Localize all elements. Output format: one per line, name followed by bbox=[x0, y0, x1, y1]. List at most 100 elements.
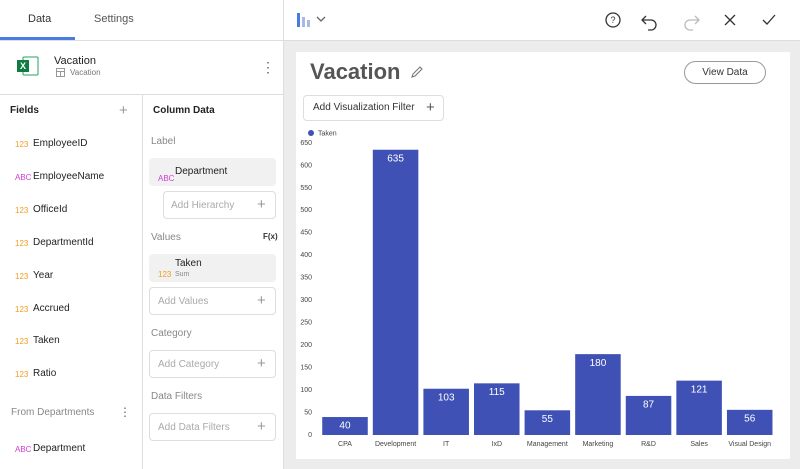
add-field[interactable]: + bbox=[119, 102, 128, 119]
divider bbox=[0, 94, 283, 95]
type-badge: ABC bbox=[158, 169, 174, 185]
table-icon bbox=[56, 68, 65, 77]
field-type: ABC bbox=[15, 172, 32, 182]
chart-type-picker[interactable] bbox=[295, 10, 335, 30]
redo-icon[interactable] bbox=[684, 15, 700, 31]
field-name: DepartmentId bbox=[33, 236, 94, 248]
bar bbox=[372, 149, 419, 435]
bar bbox=[726, 409, 773, 435]
excel-icon: X bbox=[17, 56, 39, 76]
field-name: EmployeeID bbox=[33, 138, 88, 149]
add-box[interactable] bbox=[149, 287, 276, 315]
x-tick-label: Development bbox=[375, 441, 416, 448]
menu-dots[interactable]: ⋮ bbox=[261, 59, 275, 75]
bar bbox=[322, 417, 368, 435]
svg-text:X: X bbox=[20, 61, 26, 71]
y-tick-label: 400 bbox=[300, 252, 312, 259]
bar bbox=[473, 383, 520, 435]
plus: + bbox=[257, 418, 266, 435]
bar bbox=[423, 388, 469, 435]
item-name: Department bbox=[175, 166, 228, 177]
column-data-title: Column Data bbox=[153, 105, 215, 116]
x-tick-label: Marketing bbox=[583, 441, 614, 448]
aggregation: Sum bbox=[175, 271, 190, 278]
field-type: 123 bbox=[15, 304, 29, 314]
bar bbox=[625, 395, 672, 435]
add-text: Add Data Filters bbox=[158, 422, 230, 433]
y-tick-label: 0 bbox=[308, 432, 312, 439]
dataset-table: Vacation bbox=[70, 68, 101, 77]
value-item[interactable] bbox=[149, 254, 276, 282]
divider bbox=[0, 40, 283, 41]
field-name: Taken bbox=[33, 335, 60, 347]
value-label: 87 bbox=[643, 400, 655, 411]
field-name: Ratio bbox=[33, 368, 57, 380]
menu-dots[interactable]: ⋮ bbox=[119, 405, 131, 419]
add-box[interactable] bbox=[149, 413, 276, 441]
x-tick-label: CPA bbox=[338, 441, 352, 448]
tab-data[interactable]: Data bbox=[28, 13, 52, 25]
close-icon[interactable] bbox=[724, 14, 736, 26]
add-box[interactable] bbox=[163, 191, 276, 219]
bar bbox=[676, 380, 722, 435]
toolbar-icons: ? bbox=[605, 12, 776, 31]
toolbar bbox=[284, 0, 800, 41]
field-type: 123 bbox=[15, 271, 29, 281]
field-name: Accrued bbox=[33, 302, 70, 314]
field-name: Year bbox=[33, 269, 54, 281]
legend-marker bbox=[308, 130, 314, 136]
bar bbox=[575, 354, 621, 435]
fields-title: Fields bbox=[10, 105, 39, 116]
svg-text:?: ? bbox=[610, 15, 615, 25]
view-data-button[interactable] bbox=[684, 61, 766, 84]
value-label: 635 bbox=[387, 153, 404, 164]
data-panel: Data Settings X Vacation Vacation ⋮ Fiel… bbox=[0, 0, 284, 469]
y-tick-label: 50 bbox=[304, 409, 312, 416]
y-tick-label: 450 bbox=[300, 230, 312, 237]
view-data-text: View Data bbox=[702, 67, 748, 78]
item-name: Taken bbox=[175, 258, 202, 269]
x-tick-label: Sales bbox=[690, 441, 708, 448]
x-tick-label: R&D bbox=[641, 441, 656, 448]
field-name: Department bbox=[33, 443, 86, 454]
y-tick-label: 500 bbox=[300, 207, 312, 214]
type-badge: 123 bbox=[158, 265, 171, 281]
bar bbox=[524, 410, 571, 435]
add-text: Add Category bbox=[158, 359, 220, 370]
value-label: 40 bbox=[339, 421, 351, 432]
type: ABC bbox=[158, 174, 175, 183]
tab-settings[interactable]: Settings bbox=[94, 13, 134, 25]
y-tick-label: 350 bbox=[300, 275, 312, 282]
value-label: 55 bbox=[542, 414, 554, 425]
y-tick-label: 300 bbox=[300, 297, 312, 304]
field-type: 123 bbox=[15, 140, 29, 149]
visualization-title: Vacation bbox=[310, 59, 401, 84]
field-name: OfficeId bbox=[33, 203, 68, 215]
y-tick-label: 100 bbox=[300, 387, 312, 394]
dataset-name: Vacation bbox=[54, 55, 96, 67]
label-item[interactable] bbox=[149, 158, 276, 186]
value-label: 56 bbox=[744, 413, 756, 424]
y-tick-label: 150 bbox=[300, 364, 312, 371]
confirm-icon[interactable] bbox=[762, 14, 776, 25]
field-type: 123 bbox=[15, 238, 29, 248]
plus: + bbox=[257, 292, 266, 309]
plus: + bbox=[257, 196, 266, 213]
field-type: ABC bbox=[15, 445, 32, 454]
y-tick-label: 550 bbox=[300, 185, 312, 192]
y-tick-label: 250 bbox=[300, 320, 312, 327]
function[interactable]: F(x) bbox=[263, 232, 278, 241]
section-title: Category bbox=[151, 328, 192, 339]
add-box[interactable] bbox=[149, 350, 276, 378]
x-tick-label: IT bbox=[443, 441, 450, 448]
edit-icon[interactable] bbox=[409, 64, 425, 80]
section-title: Label bbox=[151, 136, 176, 147]
from-departments: From Departments bbox=[11, 407, 95, 418]
help-icon[interactable] bbox=[605, 12, 621, 28]
undo-icon[interactable] bbox=[641, 15, 657, 31]
plus: + bbox=[426, 99, 435, 116]
add-filter-box[interactable] bbox=[303, 95, 444, 121]
add-text: Add Values bbox=[158, 296, 209, 307]
y-tick-label: 200 bbox=[300, 342, 312, 349]
